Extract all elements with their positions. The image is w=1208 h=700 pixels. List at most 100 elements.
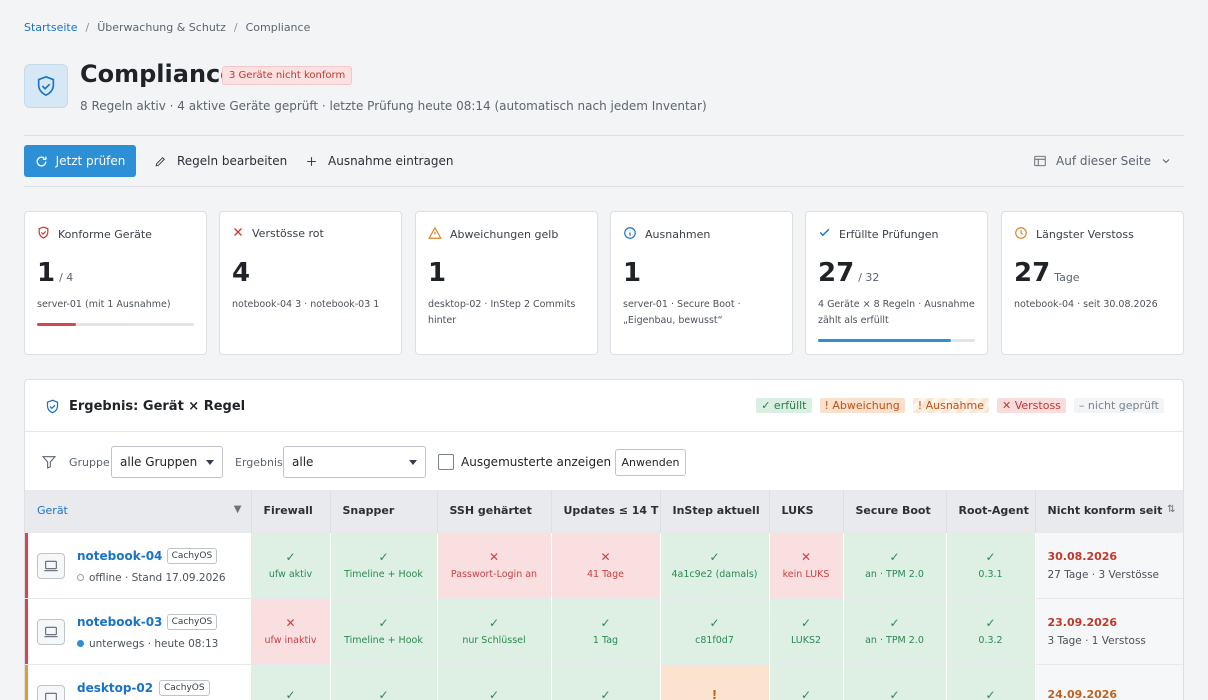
stat-card-label-text: Längster Verstoss: [1036, 228, 1134, 241]
check-icon: ✓: [285, 550, 296, 564]
device-name-link[interactable]: notebook-04: [77, 548, 163, 563]
stat-card[interactable]: Erfüllte Prüfungen 27/ 32 4 Geräte × 8 R…: [805, 211, 988, 355]
sort-desc-icon[interactable]: ▼: [233, 504, 242, 515]
filter-icon: [41, 456, 57, 469]
result-cell[interactable]: ✓: [330, 664, 438, 700]
show-retired-label[interactable]: Ausgemusterte anzeigen: [461, 455, 612, 469]
stat-card-note: notebook-04 3 · notebook-03 1: [232, 299, 380, 310]
device-name-link[interactable]: notebook-03: [77, 614, 163, 629]
stat-card[interactable]: Längster Verstoss 27 Tage notebook-04 · s…: [1001, 211, 1184, 355]
stat-card-note: 4 Geräte × 8 Regeln · Ausnahme zählt als…: [818, 299, 975, 326]
column-header-device[interactable]: Gerät ▼: [25, 490, 252, 532]
table-row[interactable]: desktop-02 CachyOS ✓ ✓ ✓ ✓ ! ✓ ✓ ✓: [25, 664, 1183, 700]
stat-card-value: 4: [232, 258, 254, 288]
result-cell[interactable]: ✕ ufw inaktiv: [251, 598, 331, 664]
breadcrumb-startseite[interactable]: Startseite: [24, 21, 78, 34]
column-header-snapper[interactable]: Snapper: [330, 490, 438, 532]
result-cell-text: 1 Tag: [592, 635, 619, 646]
result-cell-text: an · TPM 2.0: [865, 635, 924, 646]
result-cell[interactable]: ✓ an · TPM 2.0: [843, 532, 947, 598]
divider: [24, 186, 1184, 187]
result-cell[interactable]: ✓ 4a1c9e2 (damals): [660, 532, 770, 598]
stat-card-unit: / 4: [59, 271, 74, 284]
column-header-luks[interactable]: LUKS: [769, 490, 844, 532]
page-subtitle: 8 Regeln aktiv · 4 aktive Geräte geprüft…: [80, 99, 707, 113]
result-cell[interactable]: ✓ Timeline + Hook: [330, 532, 438, 598]
table-row[interactable]: notebook-04 CachyOS offline · Stand 17.0…: [25, 532, 1183, 598]
stat-card[interactable]: Konforme Geräte 1/ 4 server-01 (mit 1 Au…: [24, 211, 207, 355]
stat-card-value-number: 4: [232, 258, 251, 288]
stat-card[interactable]: Verstösse rot 4 notebook-04 3 · notebook…: [219, 211, 402, 355]
laptop-icon: [37, 684, 65, 700]
divider: [25, 431, 1183, 432]
legend-violation: ✕ Verstoss: [997, 398, 1066, 413]
result-cell[interactable]: ✓ Timeline + Hook: [330, 598, 438, 664]
breadcrumb-ueberwachung[interactable]: Überwachung & Schutz: [97, 21, 226, 34]
result-cell[interactable]: ✓ 1 Tag: [551, 598, 661, 664]
page-title: Compliance: [80, 60, 237, 88]
caret-down-icon: [409, 460, 417, 465]
device-status: unterwegs · heute 08:13: [77, 638, 218, 650]
result-cell[interactable]: ✓: [251, 664, 331, 700]
noncompliant-since-note: 27 Tage · 3 Verstösse: [1047, 568, 1160, 581]
column-header-firewall[interactable]: Firewall: [251, 490, 331, 532]
result-cell[interactable]: ✓ LUKS2: [769, 598, 844, 664]
refresh-icon: [36, 156, 47, 166]
x-icon: ✕: [285, 616, 296, 630]
stat-card-unit: / 32: [858, 271, 880, 284]
stat-card[interactable]: Abweichungen gelb 1 desktop-02 · InStep …: [415, 211, 598, 355]
group-filter-label: Gruppe: [69, 456, 110, 469]
result-cell[interactable]: ✕ Passwort-Login an: [437, 532, 552, 598]
result-cell[interactable]: ✕ kein LUKS: [769, 532, 844, 598]
sort-icon[interactable]: ⇅: [1167, 504, 1176, 515]
result-cell[interactable]: ✕ 41 Tage: [551, 532, 661, 598]
column-header-updates[interactable]: Updates ≤ 14 T: [551, 490, 661, 532]
result-cell[interactable]: ✓ an · TPM 2.0: [843, 598, 947, 664]
compliance-matrix: Gerät ▼ Firewall Snapper SSH gehärtet Upd…: [25, 490, 1183, 700]
device-name-link[interactable]: desktop-02: [77, 680, 154, 695]
stat-card-value: 1: [623, 258, 645, 288]
column-header-instep[interactable]: InStep aktuell: [660, 490, 770, 532]
group-select-value: alle Gruppen: [120, 455, 198, 469]
page-view-dropdown[interactable]: Auf dieser Seite: [1033, 145, 1172, 177]
warning-icon: [428, 226, 442, 243]
result-cell[interactable]: !: [660, 664, 770, 700]
column-header-noncompliant-since[interactable]: Nicht konform seit ⇅: [1035, 490, 1183, 532]
pencil-icon: [155, 156, 165, 167]
result-cell[interactable]: ✓: [769, 664, 844, 700]
apply-filter-button[interactable]: Anwenden: [615, 449, 686, 476]
stat-card-value-number: 1: [428, 258, 447, 288]
panel-title-text: Ergebnis: Gerät × Regel: [69, 399, 246, 414]
group-select[interactable]: alle Gruppen: [111, 446, 223, 478]
result-cell[interactable]: ✓ nur Schlüssel: [437, 598, 552, 664]
result-cell[interactable]: ✓: [843, 664, 947, 700]
column-header-ssh[interactable]: SSH gehärtet: [437, 490, 552, 532]
result-cell[interactable]: ✓ 0.3.2: [946, 598, 1036, 664]
result-select-value: alle: [292, 455, 314, 469]
check-icon: ✓: [378, 616, 389, 630]
edit-rules-button[interactable]: Regeln bearbeiten: [154, 145, 287, 177]
edit-rules-label: Regeln bearbeiten: [177, 154, 288, 168]
show-retired-checkbox[interactable]: [438, 454, 454, 470]
result-cell[interactable]: ✓ 0.3.1: [946, 532, 1036, 598]
result-cell[interactable]: ✓: [551, 664, 661, 700]
result-cell[interactable]: ✓ ufw aktiv: [251, 532, 331, 598]
check-icon: ✓: [378, 687, 389, 700]
plus-icon: [307, 156, 316, 166]
column-header-root-agent[interactable]: Root-Agent: [946, 490, 1036, 532]
table-row[interactable]: notebook-03 CachyOS unterwegs · heute 08…: [25, 598, 1183, 664]
column-header-secure-boot[interactable]: Secure Boot: [843, 490, 947, 532]
check-now-button[interactable]: Jetzt prüfen: [24, 145, 136, 177]
x-icon: ✕: [800, 550, 812, 564]
result-cell[interactable]: ✓: [946, 664, 1036, 700]
result-cell[interactable]: ✓ c81f0d7: [660, 598, 770, 664]
result-cell-text: 0.3.2: [978, 635, 1003, 646]
result-select[interactable]: alle: [283, 446, 426, 478]
stat-card-unit: Tage: [1054, 271, 1080, 284]
check-icon: ✓: [285, 687, 296, 700]
stat-card-note: server-01 · Secure Boot · „Eigenbau, bew…: [623, 299, 741, 326]
result-cell[interactable]: ✓: [437, 664, 552, 700]
stat-card[interactable]: Ausnahmen 1 server-01 · Secure Boot · „E…: [610, 211, 793, 355]
add-exception-button[interactable]: Ausnahme eintragen: [305, 145, 453, 177]
check-icon: ✓: [889, 616, 900, 630]
